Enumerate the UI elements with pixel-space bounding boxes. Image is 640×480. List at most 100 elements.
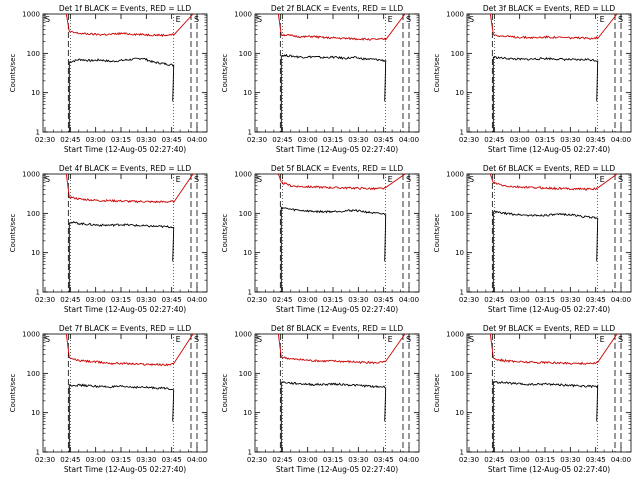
x-tick-label: 04:00 [187,456,207,464]
panel-title: Det 3f BLACK = Events, RED = LLD [483,4,616,13]
x-tick-label: 03:30 [136,136,156,144]
events-series [492,210,599,293]
events-series [280,53,387,133]
x-axis-label: Start Time (12-Aug-05 02:27:40) [488,465,610,474]
lld-series [65,333,194,367]
x-tick-label: 04:00 [187,136,207,144]
x-tick-label: 03:15 [111,296,131,304]
y-tick-label: 1000 [234,171,252,179]
panel-title: Det 1f BLACK = Events, RED = LLD [59,4,192,13]
events-series [68,57,175,133]
y-tick-label: 1 [36,289,40,297]
panel-title: Det 2f BLACK = Events, RED = LLD [271,4,404,13]
x-tick-label: 02:30 [459,136,479,144]
y-tick-label: 1000 [22,171,40,179]
marker-s: S [45,175,50,184]
marker-e: E [388,175,393,184]
x-tick-label: 03:45 [374,136,394,144]
y-tick-label: 10 [455,409,464,417]
marker-e: E [600,175,605,184]
x-tick-label: 03:45 [586,456,606,464]
plot-frame [42,13,208,133]
panel-2: Det 2f BLACK = Events, RED = LLD 1 10 100 10… [221,4,420,154]
y-axis-label: Counts/sec [433,54,441,93]
x-tick-label: 03:45 [586,136,606,144]
lld-series [489,333,618,366]
x-tick-label: 03:45 [162,136,182,144]
marker-s: S [469,15,474,24]
x-tick-label: 03:00 [86,456,106,464]
plot-frame [42,173,208,293]
y-axis-label: Counts/sec [221,214,229,253]
panel-title: Det 8f BLACK = Events, RED = LLD [271,324,404,333]
marker-s: S [257,15,262,24]
x-tick-label: 02:45 [272,136,292,144]
panel-5: Det 5f BLACK = Events, RED = LLD 1 10 100 10… [221,164,420,314]
marker-e: E [600,15,605,24]
y-axis-label: Counts/sec [9,214,17,253]
x-tick-label: 02:45 [484,136,504,144]
y-axis-label: Counts/sec [9,374,17,413]
marker-s: S [45,335,50,344]
x-tick-label: 03:00 [510,136,530,144]
x-axis-label: Start Time (12-Aug-05 02:27:40) [64,465,186,474]
y-tick-label: 1000 [446,171,464,179]
x-tick-label: 03:15 [323,456,343,464]
events-series [68,221,175,293]
y-tick-label: 1 [248,289,252,297]
marker-s: S [618,175,623,184]
x-tick-label: 03:00 [298,456,318,464]
events-series [280,206,387,293]
y-tick-label: 1 [248,129,252,137]
marker-s: S [194,15,199,24]
x-tick-label: 02:30 [247,136,267,144]
x-tick-label: 02:30 [247,456,267,464]
y-tick-label: 1000 [234,11,252,19]
marker-e: E [388,15,393,24]
marker-s: S [257,175,262,184]
x-tick-label: 02:45 [484,296,504,304]
x-tick-label: 03:30 [560,296,580,304]
panel-title: Det 6f BLACK = Events, RED = LLD [483,164,616,173]
lld-series [489,13,618,40]
events-series [492,56,599,133]
x-tick-label: 03:45 [162,456,182,464]
x-axis-label: Start Time (12-Aug-05 02:27:40) [488,145,610,154]
y-tick-label: 1 [460,129,464,137]
x-tick-label: 03:00 [298,136,318,144]
panel-title: Det 9f BLACK = Events, RED = LLD [483,324,616,333]
x-tick-label: 03:30 [348,456,368,464]
marker-e: E [176,175,181,184]
x-axis-label: Start Time (12-Aug-05 02:27:40) [276,465,398,474]
panel-title: Det 4f BLACK = Events, RED = LLD [59,164,192,173]
marker-s: S [469,175,474,184]
y-tick-label: 1 [460,449,464,457]
x-tick-label: 03:15 [111,456,131,464]
marker-s: S [406,15,411,24]
y-tick-label: 1000 [234,331,252,339]
x-tick-label: 03:30 [348,296,368,304]
y-axis-label: Counts/sec [433,374,441,413]
y-tick-label: 100 [27,210,40,218]
x-tick-label: 03:15 [535,456,555,464]
y-axis-label: Counts/sec [433,214,441,253]
y-tick-label: 1 [460,289,464,297]
x-tick-label: 04:00 [399,456,419,464]
y-tick-label: 1 [36,449,40,457]
y-tick-label: 100 [451,50,464,58]
x-tick-label: 03:45 [586,296,606,304]
x-tick-label: 03:45 [162,296,182,304]
x-tick-label: 03:15 [535,136,555,144]
lld-series [489,173,618,191]
y-tick-label: 1000 [446,11,464,19]
plot-frame [466,13,632,133]
x-tick-label: 03:30 [136,456,156,464]
panel-1: Det 1f BLACK = Events, RED = LLD 1 10 100 10… [9,4,208,154]
y-tick-label: 10 [455,89,464,97]
marker-s: S [469,335,474,344]
y-tick-label: 100 [239,210,252,218]
x-tick-label: 02:45 [60,296,80,304]
marker-e: E [176,15,181,24]
x-tick-label: 03:45 [374,296,394,304]
x-tick-label: 03:30 [560,456,580,464]
